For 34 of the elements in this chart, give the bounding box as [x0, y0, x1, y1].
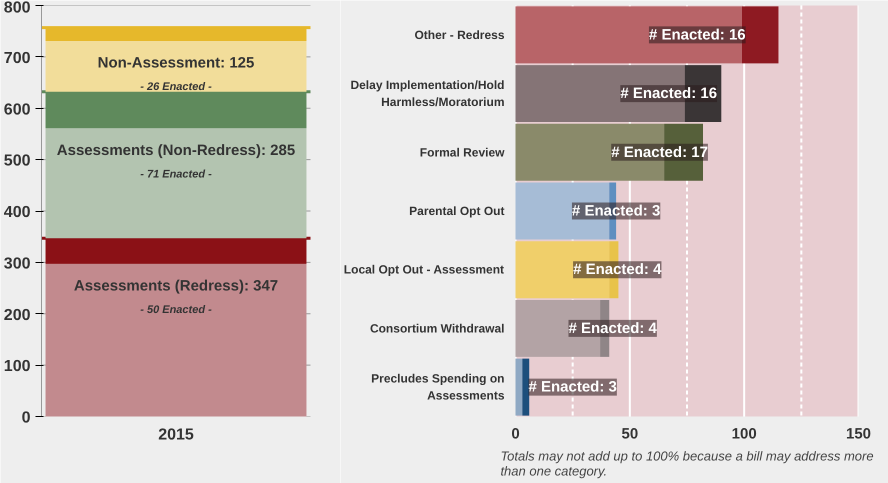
annotation: Non-Assessment: 125 — [98, 54, 254, 72]
y-tick-label: Delay Implementation/Hold Harmless/Moratorium — [350, 78, 505, 109]
y-tick-label: 100 — [4, 358, 31, 376]
y-tick-label: Formal Review — [420, 145, 506, 160]
annotation: Assessments (Non-Redress): 285 — [56, 142, 296, 159]
x-tick-label: 2015 — [158, 426, 194, 444]
x-tick-label: 50 — [621, 426, 638, 442]
data-label: # Enacted: 16 — [620, 85, 718, 102]
annotation: - 71 Enacted - — [140, 168, 212, 180]
annotation: - 26 Enacted - — [140, 80, 212, 93]
annotation: - 50 Enacted - — [140, 304, 212, 316]
y-tick-label: 500 — [4, 152, 31, 170]
x-tick-label: 100 — [732, 426, 757, 442]
y-tick-label: 200 — [4, 306, 31, 324]
data-label: # Enacted: 16 — [648, 26, 746, 44]
y-tick-label: 0 — [22, 410, 31, 426]
y-tick-label: 400 — [4, 204, 31, 221]
x-tick-label: 0 — [511, 426, 520, 442]
y-tick-label: 800 — [4, 0, 31, 16]
data-label: # Enacted: 4 — [573, 261, 662, 278]
text: Totals may not add up to 100% because a bill may address more than one category. — [500, 448, 874, 478]
y-tick-label: 600 — [4, 101, 31, 118]
y-tick-label: Consortium Withdrawal — [370, 321, 504, 336]
y-tick-label: Precludes Spending on Assessments — [371, 372, 505, 403]
data-label: # Enacted: 3 — [572, 202, 660, 220]
y-tick-label: 700 — [4, 50, 31, 67]
data-label: # Enacted: 17 — [611, 144, 708, 161]
data-label: # Enacted: 4 — [568, 320, 658, 337]
x-tick-label: 150 — [846, 426, 872, 442]
annotation: Assessments (Redress): 347 — [74, 277, 278, 294]
y-tick-label: 300 — [4, 255, 31, 272]
y-tick-label: Local Opt Out - Assessment — [344, 262, 504, 277]
y-tick-label: Other - Redress — [414, 28, 505, 42]
y-tick-label: Parental Opt Out — [409, 204, 505, 218]
